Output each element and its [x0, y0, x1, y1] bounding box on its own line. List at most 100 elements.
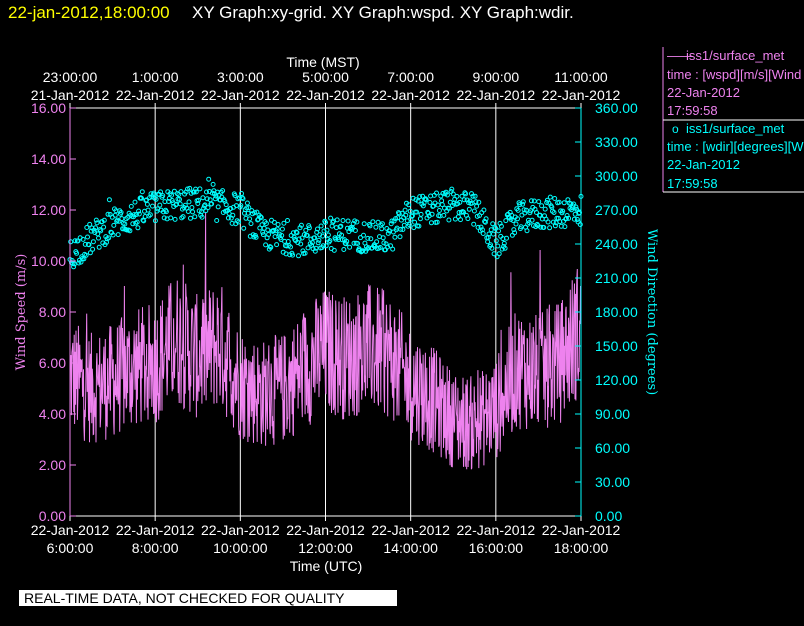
wind-direction-point: [296, 253, 301, 259]
wind-direction-point: [396, 211, 402, 217]
wind-direction-point: [177, 196, 182, 202]
wind-direction-point: [452, 216, 458, 222]
wind-direction-point: [248, 221, 254, 227]
left-tick-label: 14.00: [31, 151, 66, 167]
wind-direction-point: [112, 212, 118, 218]
wind-direction-point: [83, 252, 89, 258]
wind-direction-point: [281, 220, 287, 226]
wind-direction-point: [444, 192, 450, 198]
wind-direction-point: [325, 232, 331, 238]
wind-direction-point: [520, 201, 526, 207]
wind-direction-point: [388, 243, 393, 249]
wind-direction-point: [450, 191, 456, 197]
wind-direction-point: [459, 193, 465, 199]
x-tick-label-time: 18:00:00: [554, 540, 609, 556]
wind-direction-point: [144, 201, 150, 207]
wind-direction-point: [434, 190, 439, 196]
wind-direction-point: [71, 264, 77, 270]
wind-direction-point: [361, 232, 366, 238]
wind-direction-point: [441, 212, 447, 218]
wind-direction-point: [279, 226, 285, 232]
footer-notice-box: [19, 590, 397, 606]
wind-direction-point: [171, 188, 177, 194]
wind-direction-point: [545, 219, 551, 225]
wind-direction-point: [152, 218, 158, 224]
wind-direction-point: [374, 239, 380, 245]
wind-direction-point: [85, 234, 90, 240]
wind-direction-point: [259, 222, 265, 228]
wind-direction-point: [328, 215, 334, 221]
legend: —— iss1/surface_met time : [wspd][m/s][W…: [662, 47, 804, 193]
wind-direction-point: [513, 221, 519, 227]
wind-direction-point: [180, 214, 186, 220]
right-tick-label: 240.00: [595, 236, 638, 252]
wind-direction-point: [204, 196, 210, 202]
wind-direction-point: [220, 188, 226, 194]
wind-direction-point: [118, 209, 124, 215]
wind-direction-point: [312, 235, 318, 241]
wind-direction-point: [188, 215, 193, 221]
wind-direction-point: [236, 219, 242, 225]
wind-direction-point: [510, 218, 516, 223]
wind-direction-point: [388, 221, 394, 227]
wind-direction-point: [461, 197, 467, 203]
wind-direction-point: [244, 205, 250, 211]
top-tick-label-date: 22-Jan-2012: [116, 87, 195, 103]
wind-direction-point: [128, 203, 134, 209]
wind-direction-point: [309, 240, 315, 246]
legend-entry-2-name: iss1/surface_met: [686, 121, 785, 136]
wind-direction-point: [263, 242, 269, 248]
wind-direction-point: [139, 195, 144, 201]
right-tick-label: 120.00: [595, 372, 638, 388]
wind-direction-point: [101, 224, 107, 230]
footer-notice: REAL-TIME DATA, NOT CHECKED FOR QUALITY: [24, 590, 345, 606]
wind-direction-point: [377, 245, 383, 250]
left-tick-label: 6.00: [39, 355, 66, 371]
x-tick-label-time: 12:00:00: [298, 540, 353, 556]
top-tick-label-time: 11:00:00: [554, 69, 608, 85]
legend-entry-2-marker: o: [672, 122, 679, 136]
wind-direction-point: [534, 210, 539, 215]
wind-direction-point: [304, 233, 310, 238]
wind-direction-point: [458, 217, 463, 223]
wind-direction-point: [226, 210, 232, 216]
wind-direction-point: [509, 232, 515, 238]
wind-direction-point: [158, 189, 163, 195]
wind-direction-point: [268, 244, 274, 250]
top-tick-label-time: 7:00:00: [387, 69, 434, 85]
wind-direction-point: [457, 199, 463, 205]
wind-direction-point: [496, 228, 501, 234]
wind-direction-point: [392, 234, 398, 240]
wind-direction-point: [488, 227, 494, 233]
wind-direction-point: [345, 218, 351, 224]
wind-direction-point: [96, 244, 102, 250]
wind-direction-point: [375, 219, 381, 225]
wind-direction-point: [225, 215, 231, 221]
wind-direction-point: [511, 227, 517, 233]
wind-direction-point: [480, 231, 486, 236]
wind-direction-point: [393, 216, 399, 222]
x-tick-label-date: 22-Jan-2012: [286, 522, 365, 538]
wind-direction-point: [214, 218, 220, 223]
wind-direction-point: [475, 224, 481, 230]
right-tick-label: 300.00: [595, 168, 638, 184]
wind-direction-point: [153, 196, 159, 202]
wind-direction-point: [490, 231, 496, 237]
wind-direction-point: [186, 199, 192, 205]
wind-direction-point: [316, 237, 322, 243]
x-tick-label-date: 22-Jan-2012: [542, 522, 621, 538]
wind-direction-point: [147, 212, 153, 218]
wind-direction-point: [418, 211, 424, 217]
wind-direction-point: [266, 232, 272, 237]
wind-direction-point: [72, 238, 78, 244]
wind-direction-point: [93, 225, 98, 231]
wind-direction-point: [547, 194, 553, 200]
x-tick-label-date: 22-Jan-2012: [31, 522, 110, 538]
wind-direction-point: [496, 251, 502, 257]
wind-direction-point: [258, 214, 263, 220]
wind-direction-point: [520, 199, 526, 205]
top-tick-label-time: 9:00:00: [472, 69, 519, 85]
legend-entry-1-time: 17:59:58: [667, 103, 718, 118]
wind-direction-point: [446, 217, 452, 223]
wind-direction-point: [447, 205, 453, 211]
